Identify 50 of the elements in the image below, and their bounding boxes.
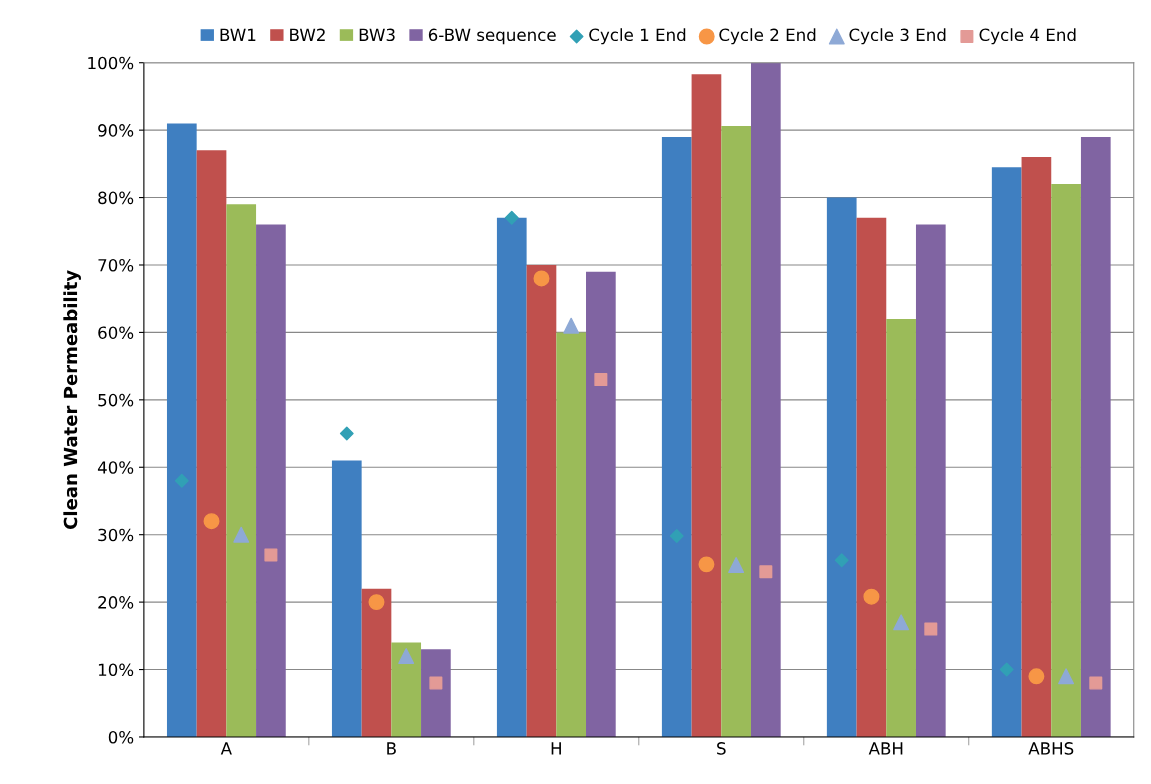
y-axis-title: Clean Water Permeability — [63, 270, 81, 529]
legend-label: BW2 — [290, 28, 325, 41]
legend-label: BW1 — [220, 28, 256, 41]
x-tick-label: A — [220, 742, 232, 755]
legend-label: Cycle 4 End — [979, 28, 1076, 45]
x-tick-label: B — [387, 742, 396, 755]
y-tick-label: 40% — [97, 461, 134, 474]
legend-label: Cycle 2 End — [719, 28, 816, 45]
y-tick-label: 70% — [98, 258, 134, 272]
bar — [166, 123, 197, 737]
x-tick-label: S — [717, 742, 726, 755]
y-tick-label: 80% — [98, 191, 134, 205]
bar — [361, 588, 392, 737]
bar — [556, 332, 587, 737]
y-tick-label: 100% — [88, 56, 134, 70]
legend-label: Cycle 1 End — [589, 28, 686, 45]
bar — [391, 642, 422, 737]
bar — [721, 126, 751, 737]
bar — [661, 136, 692, 737]
bar — [496, 217, 527, 737]
legend-label: Cycle 3 End — [849, 28, 946, 45]
bar — [750, 62, 781, 737]
bar — [1080, 136, 1111, 737]
y-tick-label: 10% — [98, 663, 134, 677]
legend-label: BW3 — [359, 28, 395, 42]
bar — [1021, 157, 1052, 737]
bar — [886, 318, 916, 737]
bar — [331, 460, 362, 737]
bar — [991, 167, 1022, 737]
bar — [915, 224, 946, 737]
bar — [1051, 184, 1081, 737]
bar — [526, 264, 557, 737]
bar — [856, 217, 887, 737]
y-tick-label: 20% — [98, 596, 134, 609]
bar — [586, 271, 616, 737]
y-tick-label: 30% — [98, 528, 134, 542]
bar — [421, 649, 451, 737]
bar — [691, 74, 722, 737]
x-tick-label: ABHS — [1028, 742, 1074, 755]
y-tick-label: 60% — [98, 326, 134, 339]
y-tick-label: 0% — [108, 730, 134, 744]
bar — [196, 150, 227, 737]
legend-label: 6-BW sequence — [428, 28, 556, 45]
bar — [256, 224, 286, 737]
x-tick-label: ABH — [868, 742, 903, 755]
bar — [226, 204, 257, 737]
bar — [826, 197, 857, 737]
y-tick-label: 50% — [98, 393, 134, 407]
x-tick-label: H — [551, 742, 561, 755]
y-tick-label: 90% — [98, 124, 134, 137]
